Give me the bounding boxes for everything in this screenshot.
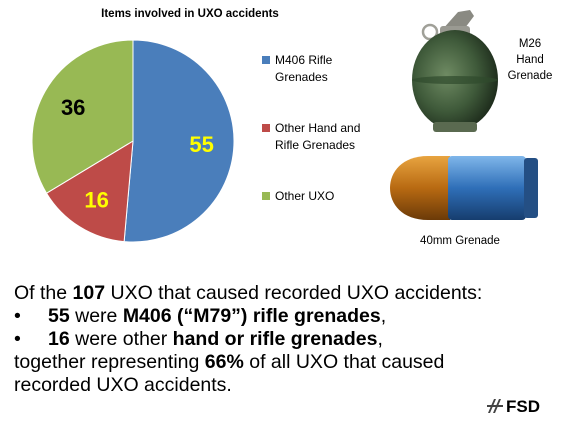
pie-slice-2 [31,39,134,194]
pie-chart: 55 16 36 [31,39,235,243]
40mm-grenade-label: 40mm Grenade [420,235,500,247]
legend-label-m406: M406 Rifle Grenades [275,53,333,84]
summary-line-5: recorded UXO accidents. [14,374,232,396]
summary-line-2: • 55 were M406 (“M79”) rifle grenades, [14,305,387,327]
legend-label-other-uxo: Other UXO [275,189,335,203]
chart-title: Items involved in UXO accidents [101,8,279,20]
summary-line-3: • 16 were other hand or rifle grenades, [14,328,383,350]
summary-line-4: together representing 66% of all UXO tha… [14,351,445,373]
pie-data-label-1: 16 [84,187,108,212]
pie-data-label-2: 36 [61,95,85,120]
legend-swatch-m406 [262,56,270,64]
pie-slice-0 [123,39,235,243]
summary-line-1: Of the 107 UXO that caused recorded UXO … [14,282,483,304]
pie-data-label-0: 55 [189,132,213,157]
legend-swatch-other-grenades [262,124,270,132]
hand-grenade-photo [412,10,498,132]
fsd-logo-text: FSD [506,397,540,416]
summary-text: Of the 107 UXO that caused recorded UXO … [14,282,554,397]
legend-swatch-other-uxo [262,192,270,200]
fsd-logo-icon [487,399,503,413]
40mm-grenade-photo [390,156,538,220]
legend-label-other-grenades: Other Hand and Rifle Grenades [275,121,361,152]
pie-slice-1 [45,140,134,243]
hand-grenade-label: M26 Hand Grenade [507,38,553,82]
